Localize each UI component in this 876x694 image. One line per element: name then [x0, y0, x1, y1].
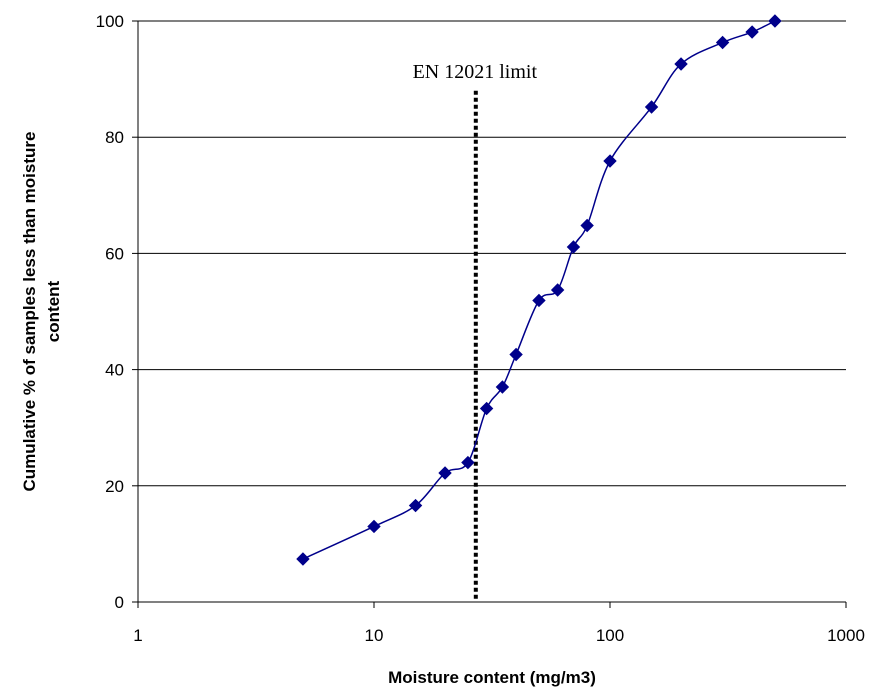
data-point [566, 240, 581, 254]
y-axis-label: Cumulative % of samples less than moistu… [20, 132, 63, 492]
data-point [479, 401, 494, 416]
data-point [532, 293, 546, 308]
data-series [296, 14, 782, 566]
limit-label: EN 12021 limit [413, 61, 538, 83]
y-tick-label: 60 [105, 244, 124, 263]
data-point [461, 455, 475, 470]
data-point [603, 154, 617, 168]
y-axis-ticks: 0 20 40 60 80 100 [96, 12, 138, 612]
y-axis-label-line-2: content [44, 280, 63, 342]
data-point [509, 347, 523, 362]
data-point [438, 466, 452, 480]
y-axis-label-line-1: Cumulative % of samples less than moistu… [20, 132, 39, 492]
x-axis-label: Moisture content (mg/m3) [388, 668, 596, 687]
x-tick-label: 1 [133, 626, 142, 645]
series-line [302, 20, 776, 560]
axes [137, 21, 846, 603]
x-tick-label: 1000 [827, 626, 865, 645]
x-tick-label: 10 [365, 626, 384, 645]
y-tick-label: 40 [105, 361, 124, 380]
data-point [408, 498, 423, 513]
data-point [674, 57, 688, 71]
data-point [296, 552, 310, 566]
data-point [550, 283, 565, 297]
x-axis-ticks: 1 10 100 1000 [133, 602, 865, 645]
data-point [768, 14, 782, 28]
data-point [495, 380, 510, 394]
y-tick-label: 80 [105, 128, 124, 147]
y-tick-label: 100 [96, 12, 124, 31]
data-point [745, 25, 759, 39]
data-point [715, 35, 730, 50]
x-tick-label: 100 [596, 626, 624, 645]
y-tick-label: 0 [115, 593, 124, 612]
gridlines [138, 20, 846, 487]
data-point [580, 218, 594, 233]
data-point [367, 519, 381, 534]
limit-annotation: EN 12021 limit [413, 61, 538, 600]
y-tick-label: 20 [105, 477, 124, 496]
data-point [644, 100, 659, 114]
